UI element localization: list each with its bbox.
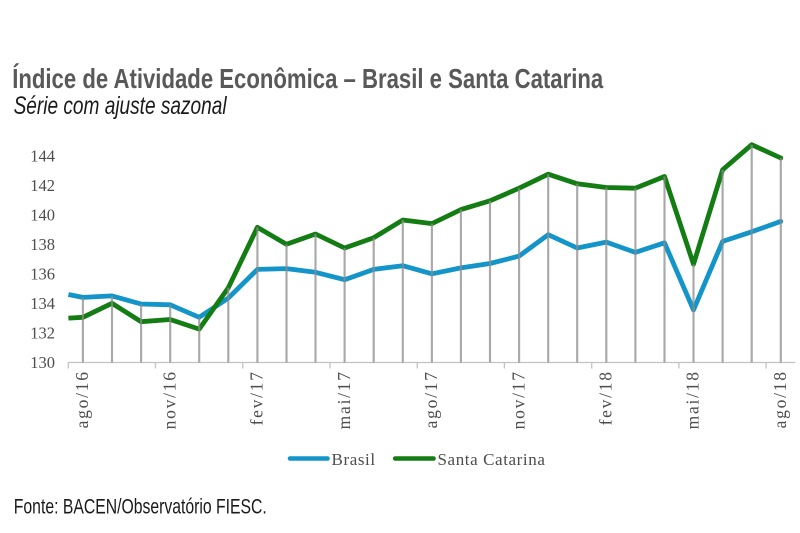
- svg-text:ago/18: ago/18: [770, 370, 790, 428]
- svg-text:134: 134: [30, 294, 55, 313]
- svg-text:nov/16: nov/16: [159, 370, 179, 429]
- svg-text:fev/18: fev/18: [596, 370, 616, 425]
- svg-text:136: 136: [30, 264, 55, 283]
- svg-text:Índice de Atividade Econômica: Índice de Atividade Econômica – Brasil e…: [12, 63, 604, 94]
- svg-text:fev/17: fev/17: [247, 370, 267, 425]
- svg-text:130: 130: [30, 353, 55, 372]
- svg-text:132: 132: [30, 323, 55, 342]
- svg-text:Série com ajuste sazonal: Série com ajuste sazonal: [14, 92, 228, 120]
- svg-text:Santa Catarina: Santa Catarina: [438, 450, 546, 469]
- svg-text:138: 138: [30, 235, 55, 254]
- svg-text:Brasil: Brasil: [332, 450, 376, 469]
- svg-text:nov/17: nov/17: [508, 370, 528, 429]
- svg-text:mai/17: mai/17: [334, 370, 354, 429]
- svg-text:142: 142: [30, 176, 55, 195]
- svg-text:Fonte: BACEN/Observatório FIES: Fonte: BACEN/Observatório FIESC.: [14, 496, 267, 519]
- svg-text:mai/18: mai/18: [683, 370, 703, 429]
- svg-text:ago/17: ago/17: [421, 370, 441, 428]
- svg-text:144: 144: [30, 146, 55, 165]
- svg-text:140: 140: [30, 205, 55, 224]
- svg-text:ago/16: ago/16: [72, 370, 92, 428]
